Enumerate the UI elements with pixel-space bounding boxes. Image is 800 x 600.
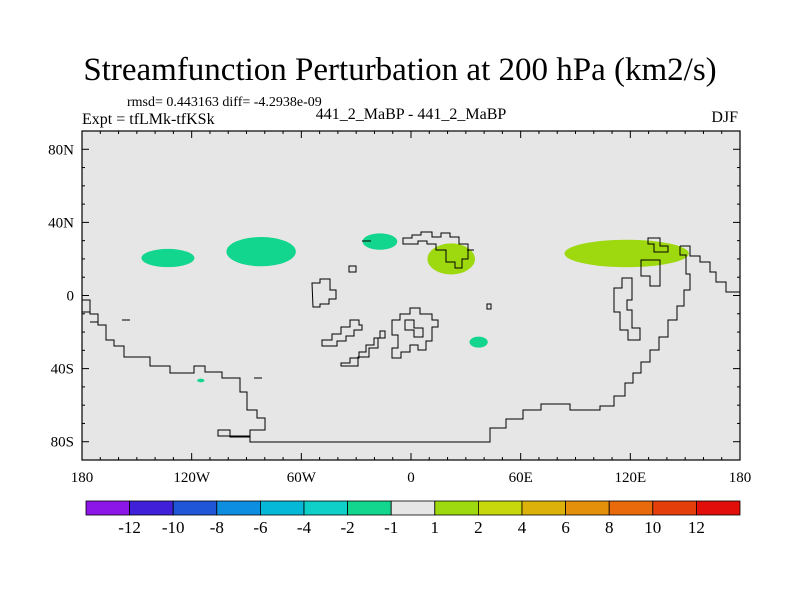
colorbar-swatch <box>347 500 392 516</box>
y-tick-label: 80S <box>51 435 74 451</box>
coastline <box>82 231 740 443</box>
x-tick-label: 60W <box>287 470 317 486</box>
colorbar-label: 2 <box>474 518 483 537</box>
rmsd-diff-stats: rmsd= 0.443163 diff= -4.2938e-09 <box>127 95 322 110</box>
colorbar-label: 10 <box>644 518 661 537</box>
colorbar-swatch <box>652 500 697 516</box>
colorbar-label: -2 <box>341 518 355 537</box>
colorbar-label: -6 <box>253 518 267 537</box>
colorbar-swatch <box>172 500 218 516</box>
colorbar-label: -12 <box>118 518 141 537</box>
colorbar-swatch <box>477 500 523 516</box>
colorbar-label: 12 <box>688 518 705 537</box>
x-tick-label: 120W <box>173 470 211 486</box>
x-tick-label: 0 <box>407 470 415 486</box>
colorbar-label: -1 <box>384 518 398 537</box>
anomaly-east-asia-high <box>564 239 689 268</box>
colorbar-swatch <box>129 500 174 516</box>
anomaly-north-atlantic-low <box>362 233 398 250</box>
colorbar-swatch <box>390 500 436 516</box>
y-tick-label: 80N <box>48 142 74 158</box>
colorbar-swatch <box>696 500 741 516</box>
x-tick-label: 120E <box>614 470 646 486</box>
case-label: 441_2_MaBP - 441_2_MaBP <box>315 106 507 123</box>
colorbar-swatch <box>85 500 130 516</box>
colorbar-swatch <box>521 500 566 516</box>
anomaly-north-pacific-low <box>141 248 195 268</box>
experiment-label: Expt = tfLMk-tfKSk <box>82 111 215 128</box>
colorbar-swatch <box>434 500 479 516</box>
y-tick-label: 40N <box>48 215 74 231</box>
y-tick-label: 40S <box>51 362 74 378</box>
colorbar-swatch <box>565 500 610 516</box>
anomaly-north-america-low <box>226 237 296 267</box>
x-tick-label: 180 <box>729 470 752 486</box>
chart-title: Streamfunction Perturbation at 200 hPa (… <box>83 52 717 88</box>
colorbar-swatch <box>608 500 654 516</box>
anomaly-south-indian-low <box>469 336 488 348</box>
x-tick-label: 180 <box>71 470 94 486</box>
colorbar <box>85 500 741 516</box>
anomaly-north-africa-high <box>427 243 475 275</box>
colorbar-label: 1 <box>431 518 440 537</box>
season-label: DJF <box>711 109 738 126</box>
x-tick-label: 60E <box>509 470 533 486</box>
colorbar-label: 6 <box>561 518 570 537</box>
colorbar-swatch <box>303 500 348 516</box>
y-tick-label: 0 <box>67 289 75 305</box>
anomaly-south-pacific-low <box>197 378 205 383</box>
colorbar-label: 4 <box>518 518 527 537</box>
colorbar-label: -8 <box>210 518 224 537</box>
colorbar-swatch <box>259 500 305 516</box>
colorbar-label: -4 <box>297 518 312 537</box>
colorbar-label: -10 <box>162 518 185 537</box>
colorbar-label: 8 <box>605 518 614 537</box>
colorbar-swatch <box>216 500 261 516</box>
plot-background <box>82 131 740 460</box>
